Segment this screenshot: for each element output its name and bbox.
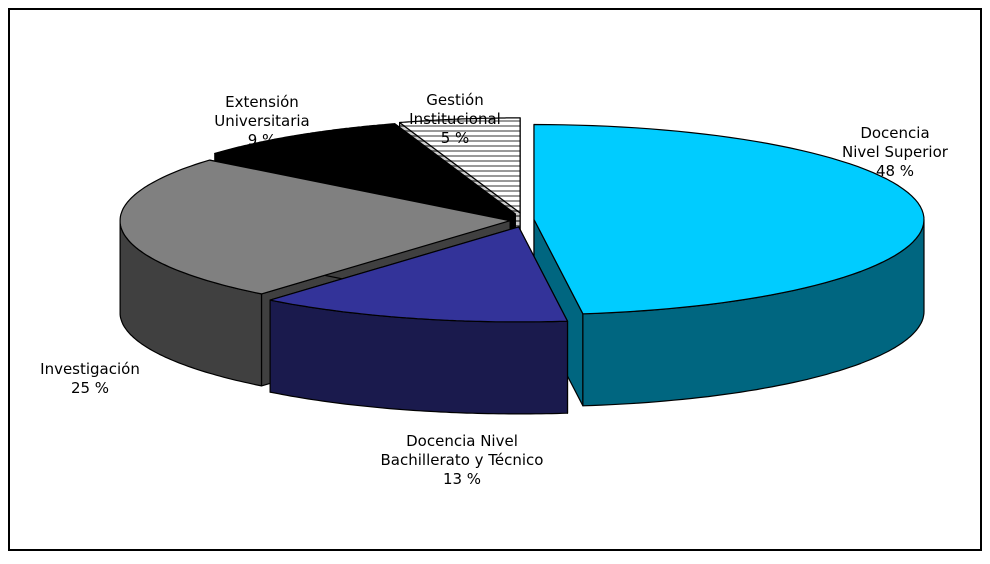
value-label: 13 % [443, 470, 481, 488]
value-label: 9 % [248, 131, 277, 149]
value-label: 48 % [876, 162, 914, 180]
category-label: Extensión Universitaria [214, 93, 310, 130]
pie [119, 117, 925, 415]
slice [533, 123, 925, 407]
category-label: Investigación [40, 360, 140, 378]
value-label: 25 % [71, 379, 109, 397]
slice-top [399, 117, 521, 214]
slice-top [214, 123, 516, 215]
value-label: 5 % [441, 129, 470, 147]
slice-top [533, 123, 925, 315]
slice-top [269, 226, 569, 323]
slice [269, 226, 569, 415]
category-label: Docencia Nivel Bachillerato y Técnico [381, 432, 544, 469]
category-label: Gestión Institucional [409, 91, 501, 128]
category-label: Docencia Nivel Superior [842, 124, 949, 161]
chart-frame [8, 8, 982, 551]
slice-top [119, 159, 511, 295]
